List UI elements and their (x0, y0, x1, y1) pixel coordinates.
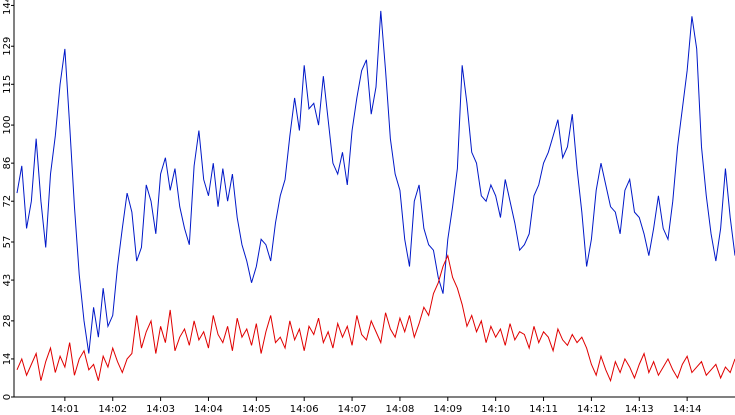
series-line (16, 10, 735, 354)
y-tick-label: 57 (2, 236, 13, 249)
x-tick-label: 14:06 (290, 404, 319, 415)
x-tick-label: 14:09 (433, 404, 462, 415)
y-tick-label: 86 (2, 157, 13, 170)
x-tick-label: 14:12 (577, 404, 606, 415)
y-tick-label: 28 (2, 314, 13, 327)
x-tick-label: 14:07 (338, 404, 367, 415)
x-tick-label: 14:05 (242, 404, 271, 415)
series-line (16, 253, 735, 383)
y-tick-label: 0 (2, 394, 13, 400)
y-tick-label: 144 (2, 0, 13, 15)
x-tick-label: 14:10 (481, 404, 510, 415)
x-tick-label: 14:14 (673, 404, 702, 415)
x-tick-label: 14:11 (529, 404, 558, 415)
x-tick-label: 14:03 (146, 404, 175, 415)
x-tick-label: 14:01 (50, 404, 79, 415)
y-tick-label: 129 (2, 37, 13, 56)
y-tick-label: 100 (2, 116, 13, 135)
x-tick-label: 14:02 (98, 404, 127, 415)
x-tick-label: 14:13 (625, 404, 654, 415)
x-tick-label: 14:08 (386, 404, 415, 415)
x-tick-label: 14:04 (194, 404, 223, 415)
y-tick-label: 14 (2, 353, 13, 366)
y-tick-label: 43 (2, 274, 13, 287)
y-tick-label: 115 (2, 75, 13, 94)
y-tick-label: 72 (2, 195, 13, 208)
